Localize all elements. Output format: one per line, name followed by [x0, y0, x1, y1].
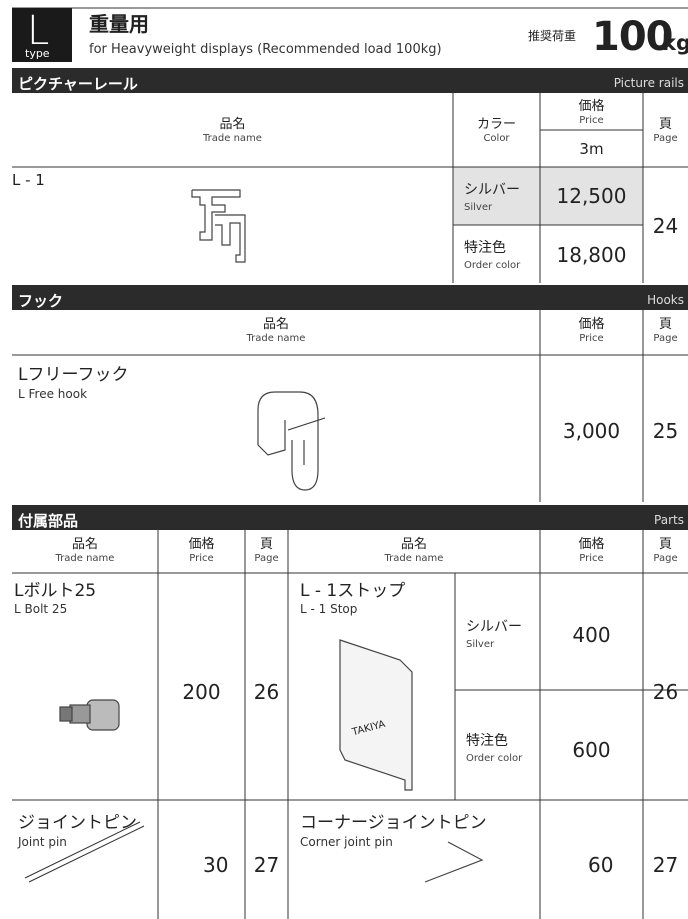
price: 30 [203, 853, 229, 877]
product-name: Lボルト25 [14, 581, 97, 601]
section-bar: フック Hooks [12, 285, 688, 310]
header-cell: Price [189, 553, 214, 564]
color: シルバー [466, 619, 522, 635]
header-cell: 頁 [658, 317, 672, 332]
page-number: 25 [652, 419, 679, 443]
color-en: Order color [466, 753, 523, 764]
section-title-en: Picture rails [613, 76, 684, 90]
rail-profile [191, 189, 241, 241]
type-box [12, 8, 72, 62]
illustrations [24, 189, 484, 883]
highlight [453, 167, 643, 225]
product-name: L - 1 [12, 171, 45, 189]
header-cell: 品名 [400, 537, 427, 552]
header-cell: Price [579, 553, 604, 564]
product-name: コーナージョイントピン [300, 813, 487, 833]
section-title: フック [18, 292, 64, 310]
product-name-en: L Free hook [18, 387, 88, 401]
section-title: 付属部品 [18, 512, 79, 530]
color: 特注色 [464, 240, 506, 256]
load-unit: kg [662, 31, 688, 55]
product-name: L - 1ストップ [300, 581, 406, 601]
header-cell: Page [254, 553, 279, 564]
section-bar: ピクチャーレール Picture rails [12, 68, 688, 93]
table-lines [12, 92, 688, 919]
header-cell: Page [653, 133, 678, 144]
price: 3,000 [562, 419, 621, 443]
price: 60 [588, 853, 614, 877]
color: シルバー [464, 182, 520, 198]
product-name: ジョイントピン [18, 813, 137, 833]
hook-drawing [257, 391, 319, 491]
product-name-en: L Bolt 25 [14, 602, 68, 616]
page-number: 26 [253, 680, 280, 704]
header-cell: 品名 [262, 317, 289, 332]
bolt-thread [69, 704, 91, 724]
header-cell: Trade name [55, 553, 115, 564]
section-bar: 付属部品 Parts [12, 505, 688, 530]
page-number: 27 [652, 853, 679, 877]
header-cell: 品名 [219, 117, 246, 132]
bolt-head [86, 699, 120, 731]
bolt-tip [59, 706, 73, 722]
header-cell: 3m [579, 140, 604, 158]
product-name-en: Joint pin [18, 835, 67, 849]
rail-profile [215, 214, 246, 263]
color-en: Silver [464, 202, 493, 213]
header-cell: 頁 [259, 537, 273, 552]
header-cell: Color [483, 133, 510, 144]
corner-pin-drawing [424, 841, 484, 883]
section-title-en: Hooks [647, 293, 684, 307]
header-cell: 価格 [188, 537, 215, 552]
page-number: 24 [652, 214, 679, 238]
header-cell: 品名 [71, 537, 98, 552]
header-cell: Trade name [203, 133, 262, 144]
color-en: Order color [464, 260, 521, 271]
header-cell: Page [653, 333, 678, 344]
stop-plate [339, 639, 413, 791]
load-value: 100 [592, 14, 673, 60]
header-cell: Page [653, 553, 678, 564]
header-cell: 価格 [578, 317, 605, 332]
price: 400 [572, 623, 611, 647]
price: 18,800 [556, 243, 627, 267]
load-label: 推奨荷重 [528, 29, 577, 43]
type-letter: L [27, 8, 50, 54]
price: 12,500 [556, 184, 627, 208]
color: 特注色 [466, 733, 508, 749]
product-name-en: Corner joint pin [300, 835, 393, 849]
header-cell: 頁 [658, 537, 672, 552]
title: 重量用 [89, 12, 149, 36]
header-cell: カラー [476, 117, 516, 132]
type-label: type [25, 47, 50, 60]
page-number: 26 [652, 680, 679, 704]
product-name-en: L - 1 Stop [300, 602, 358, 616]
section-title-en: Parts [654, 513, 684, 527]
section-title: ピクチャーレール [18, 75, 138, 93]
header-cell: Trade name [246, 333, 306, 344]
header-cell: 価格 [578, 99, 605, 114]
header-cell: 価格 [578, 537, 605, 552]
page-number: 27 [253, 853, 280, 877]
product-name: Lフリーフック [18, 365, 129, 385]
header-cell: Trade name [384, 553, 444, 564]
price: 200 [182, 680, 221, 704]
header-cell: Price [579, 115, 604, 126]
header-cell: 頁 [658, 117, 672, 132]
color-en: Silver [466, 639, 495, 650]
price: 600 [572, 738, 611, 762]
header-cell: Price [579, 333, 604, 344]
subtitle: for Heavyweight displays (Recommended lo… [89, 42, 442, 57]
